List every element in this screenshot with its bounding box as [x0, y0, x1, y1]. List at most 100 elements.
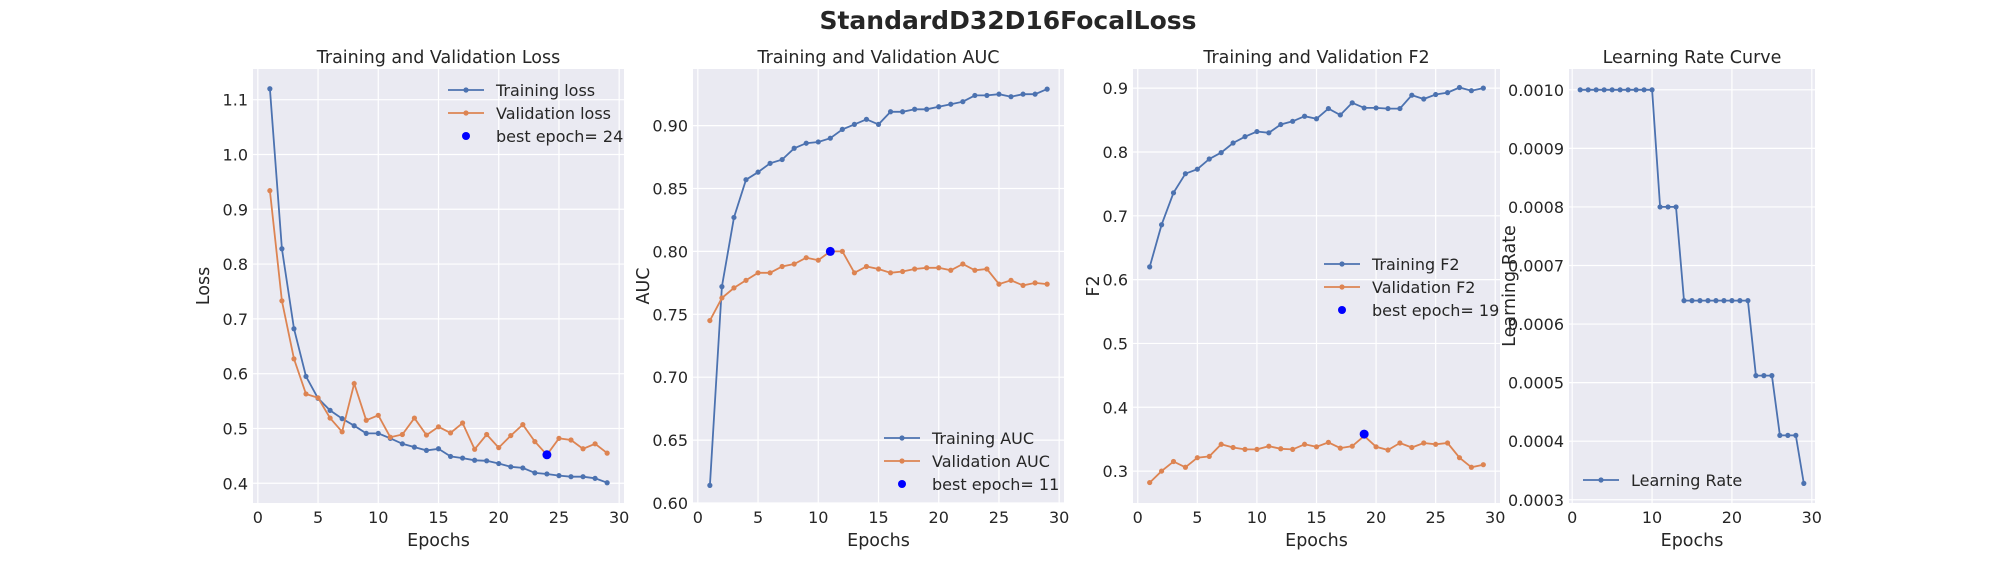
- legend-marker: [1598, 477, 1604, 483]
- data-point: [363, 430, 369, 437]
- data-point: [508, 432, 514, 439]
- data-point: [996, 91, 1002, 97]
- data-point: [815, 257, 821, 263]
- data-point: [791, 261, 797, 267]
- data-point: [532, 439, 538, 445]
- data-point: [899, 109, 906, 115]
- data-point: [1313, 116, 1320, 122]
- legend-marker: [1339, 284, 1345, 290]
- data-point: [1761, 373, 1767, 379]
- data-layer: [1147, 84, 1486, 486]
- data-point: [1373, 444, 1379, 450]
- data-point: [1278, 446, 1284, 452]
- data-point: [508, 464, 514, 470]
- data-point: [327, 415, 333, 421]
- data-point: [851, 270, 858, 276]
- data-point: [568, 474, 574, 480]
- data-point: [1785, 432, 1791, 438]
- legend-marker: [898, 480, 906, 488]
- data-point: [1008, 277, 1014, 283]
- y-tick-label: 0.90: [652, 117, 688, 136]
- data-point: [375, 430, 381, 437]
- data-point: [960, 261, 966, 267]
- data-point: [1385, 447, 1391, 453]
- data-point: [887, 270, 894, 276]
- plot-area: [1569, 69, 1815, 503]
- x-tick-label: 5: [753, 508, 763, 527]
- y-tick-label: 0.0008: [1508, 198, 1564, 217]
- legend-label: best epoch= 19: [1372, 301, 1499, 320]
- data-point: [387, 434, 393, 440]
- data-point: [472, 446, 478, 452]
- legend-label: best epoch= 11: [932, 475, 1059, 494]
- data-point: [399, 441, 405, 447]
- data-point: [948, 267, 954, 273]
- x-tick-label: 10: [368, 508, 388, 527]
- best-epoch-marker: [825, 246, 835, 256]
- data-point: [1325, 439, 1332, 445]
- data-point: [1456, 84, 1463, 91]
- data-point: [755, 169, 761, 175]
- y-tick-label: 0.0010: [1508, 81, 1564, 100]
- chart-panel-2: 0 5 10 15 20 25 30 0.60 0.65 0.70 0.75 0.80 0.85 0.90…: [634, 48, 1069, 551]
- data-point: [899, 268, 906, 275]
- x-tick-label: 10: [808, 508, 828, 527]
- data-point: [1697, 298, 1703, 304]
- legend-marker: [1338, 306, 1346, 314]
- data-point: [580, 474, 586, 480]
- data-point: [315, 395, 321, 401]
- legend-label: Training AUC: [931, 429, 1034, 448]
- data-point: [1397, 440, 1403, 446]
- y-tick-label: 0.5: [223, 419, 248, 438]
- data-point: [960, 99, 966, 105]
- data-point: [1044, 86, 1050, 92]
- data-point: [1218, 441, 1224, 447]
- data-point: [1032, 91, 1038, 97]
- data-point: [1601, 87, 1607, 93]
- data-point: [1349, 100, 1355, 106]
- data-point: [1373, 105, 1379, 111]
- data-point: [459, 420, 466, 426]
- y-tick-label: 0.0006: [1508, 315, 1564, 334]
- x-tick-label: 0: [1133, 508, 1143, 527]
- data-point: [827, 135, 833, 141]
- data-point: [375, 412, 381, 418]
- data-point: [1480, 85, 1486, 91]
- data-point: [972, 267, 978, 273]
- data-point: [1397, 105, 1403, 112]
- data-point: [351, 423, 357, 429]
- data-point: [912, 106, 918, 112]
- data-point: [1721, 298, 1727, 304]
- data-point: [1665, 204, 1671, 210]
- y-tick-label: 0.0005: [1508, 374, 1564, 393]
- data-point: [743, 177, 749, 183]
- data-point: [1421, 440, 1427, 446]
- y-tick-label: 1.0: [223, 145, 248, 164]
- data-point: [1313, 444, 1320, 450]
- data-point: [423, 432, 430, 438]
- x-tick-label: 25: [989, 508, 1009, 527]
- data-point: [1769, 373, 1775, 379]
- data-point: [875, 266, 882, 272]
- y-axis-label: AUC: [634, 268, 654, 305]
- data-point: [1433, 441, 1439, 447]
- legend-label: Validation F2: [1372, 278, 1475, 297]
- data-point: [1301, 441, 1308, 447]
- data-point: [339, 416, 345, 422]
- data-point: [1158, 222, 1165, 228]
- data-point: [339, 429, 345, 435]
- data-point: [948, 101, 954, 107]
- x-tick-label: 15: [428, 508, 448, 527]
- legend-marker: [462, 132, 470, 140]
- legend: Training loss Validation loss best epoch= …: [448, 81, 623, 146]
- y-tick-label: 0.3: [1103, 462, 1128, 481]
- data-point: [875, 121, 882, 127]
- data-point: [1793, 432, 1799, 438]
- y-tick-label: 0.0009: [1508, 139, 1564, 158]
- x-axis-label: Epochs: [1661, 531, 1724, 551]
- chart-panel-4: 0 10 20 30 0.0003 0.0004 0.0005 0.0006 0.0007 0.0…: [1500, 48, 1822, 551]
- data-point: [1409, 444, 1415, 451]
- data-point: [484, 431, 490, 438]
